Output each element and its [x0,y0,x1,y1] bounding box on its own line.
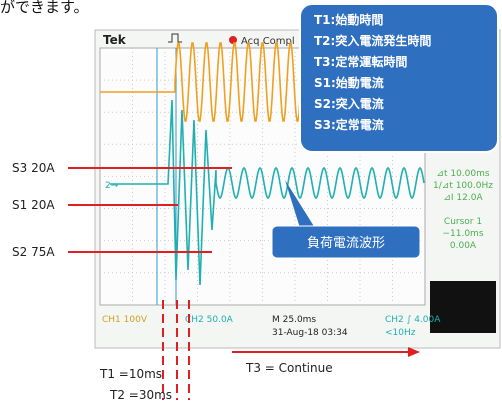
ch2-marker: 2→ [105,181,119,191]
ch1-scale: CH1 100V [102,315,148,325]
readout: −11.0ms [442,229,483,239]
legend-item: S3:定常電流 [314,117,384,132]
readout: 1/⊿t 100.0Hz [433,181,493,191]
header-text: ができます。 [0,0,89,16]
brand: Tek [103,33,127,47]
cursor2-box [430,281,496,333]
acq-dot [229,36,237,44]
readout: 0.00A [450,241,477,251]
date: 31-Aug-18 03:34 [272,328,348,338]
readout: ⊿I 12.0A [443,193,483,203]
t3-label: T3 = Continue [245,361,333,375]
legend-item: T2:突入電流発生時間 [314,33,431,48]
freq: <10Hz [385,328,416,338]
page: ができます。 Tek Acq Compl 2→ ⊿t 10.00ms1/⊿t 1… [0,0,502,403]
ch2-scale: CH2 50.0A [185,315,234,325]
time-scale: M 25.0ms [272,315,316,325]
legend-item: T1:始動時間 [314,12,383,27]
level-label: S1 20A [12,198,55,212]
legend-item: S2:突入電流 [314,96,384,111]
level-label: S2 75A [12,245,55,259]
readout: Cursor 1 [444,217,482,227]
trigger: CH2 ∫ 4.00A [385,315,441,325]
legend-item: S1:始動電流 [314,75,384,90]
figure: ができます。 Tek Acq Compl 2→ ⊿t 10.00ms1/⊿t 1… [0,0,502,403]
t2-label: T2 =30ms [109,388,172,402]
legend-item: T3:定常運転時間 [314,54,407,69]
t1-label: T1 =10ms [99,367,162,381]
callout-text: 負荷電流波形 [307,236,385,251]
readout: ⊿t 10.00ms [436,169,489,179]
level-label: S3 20A [12,161,55,175]
